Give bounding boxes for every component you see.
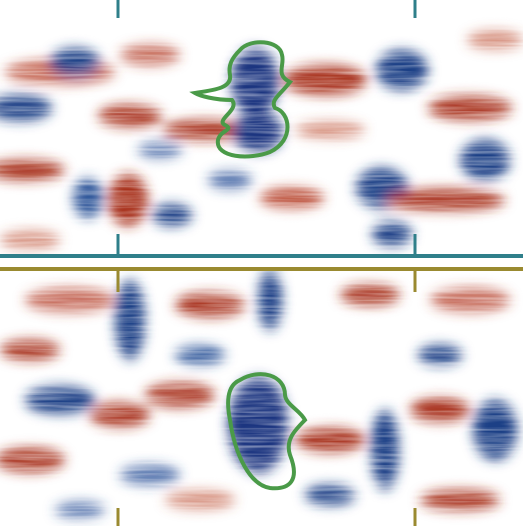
outline [189, 40, 294, 159]
grain [0, 0, 523, 254]
outline [226, 372, 308, 491]
bottom-section [0, 271, 523, 526]
top-section [0, 0, 523, 254]
grain [0, 271, 523, 526]
